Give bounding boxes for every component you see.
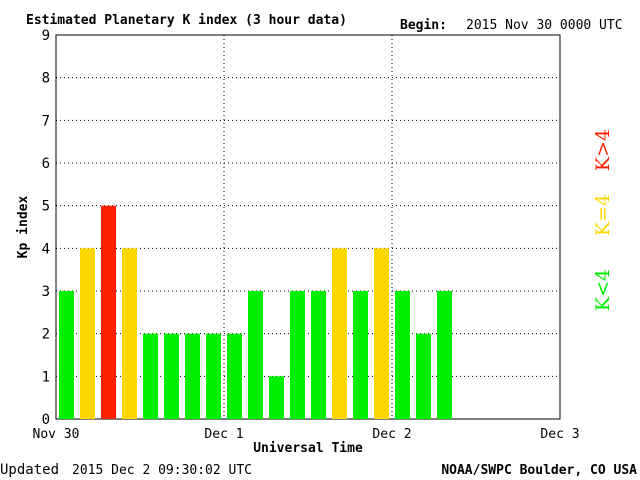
kp-bar — [353, 291, 368, 419]
kp-bar — [227, 333, 242, 419]
updated-label: Updated — [0, 462, 59, 478]
plot-frame — [55, 34, 561, 420]
x-tick-label: Nov 30 — [33, 427, 80, 442]
kp-bar — [269, 376, 284, 419]
x-tick-labels: Nov 30 Dec 1 Dec 2 Dec 3 — [33, 427, 580, 442]
y-tick-label: 4 — [42, 241, 50, 257]
kp-bar — [143, 333, 158, 419]
kp-bar — [416, 333, 431, 419]
y-tick-label: 9 — [42, 28, 50, 44]
y-tick-labels: 0 1 2 3 4 5 6 7 8 9 — [42, 28, 50, 428]
grid-lines — [56, 35, 560, 419]
y-tick-label: 3 — [42, 284, 50, 300]
kp-bar — [206, 333, 221, 419]
kp-bar — [332, 248, 347, 419]
x-tick-label: Dec 2 — [372, 427, 411, 442]
y-tick-label: 5 — [42, 199, 50, 215]
credit-text: NOAA/SWPC Boulder, CO USA — [441, 463, 637, 478]
kp-bar — [311, 291, 326, 419]
kp-bar — [101, 205, 116, 419]
y-tick-label: 6 — [42, 156, 50, 172]
y-axis-label: Kp index — [16, 196, 31, 259]
x-tick-label: Dec 3 — [540, 427, 579, 442]
kp-bar — [437, 291, 452, 419]
y-tick-label: 2 — [42, 327, 50, 343]
kp-bar — [374, 248, 389, 419]
kp-bar — [185, 333, 200, 419]
y-tick-label: 8 — [42, 71, 50, 87]
y-tick-label: 1 — [42, 369, 50, 385]
legend-entry: K<4 — [592, 269, 614, 311]
kp-bar — [59, 291, 74, 419]
updated-value: 2015 Dec 2 09:30:02 UTC — [72, 463, 252, 478]
legend-entry: K>4 — [592, 129, 614, 171]
x-tick-label: Dec 1 — [204, 427, 243, 442]
legend: K>4 K=4 K<4 — [592, 129, 614, 311]
y-tick-label: 0 — [42, 412, 50, 428]
begin-value: 2015 Nov 30 0000 UTC — [466, 18, 623, 33]
begin-label: Begin: — [400, 18, 447, 33]
y-tick-label: 7 — [42, 113, 50, 129]
kp-bar — [395, 291, 410, 419]
kp-bar — [248, 291, 263, 419]
bars — [59, 205, 452, 419]
kp-bar — [80, 248, 95, 419]
x-axis-label: Universal Time — [253, 441, 363, 456]
kp-bar — [164, 333, 179, 419]
kp-bar — [290, 291, 305, 419]
kp-bar — [122, 248, 137, 419]
chart-title: Estimated Planetary K index (3 hour data… — [26, 13, 347, 28]
legend-entry: K=4 — [592, 194, 614, 236]
